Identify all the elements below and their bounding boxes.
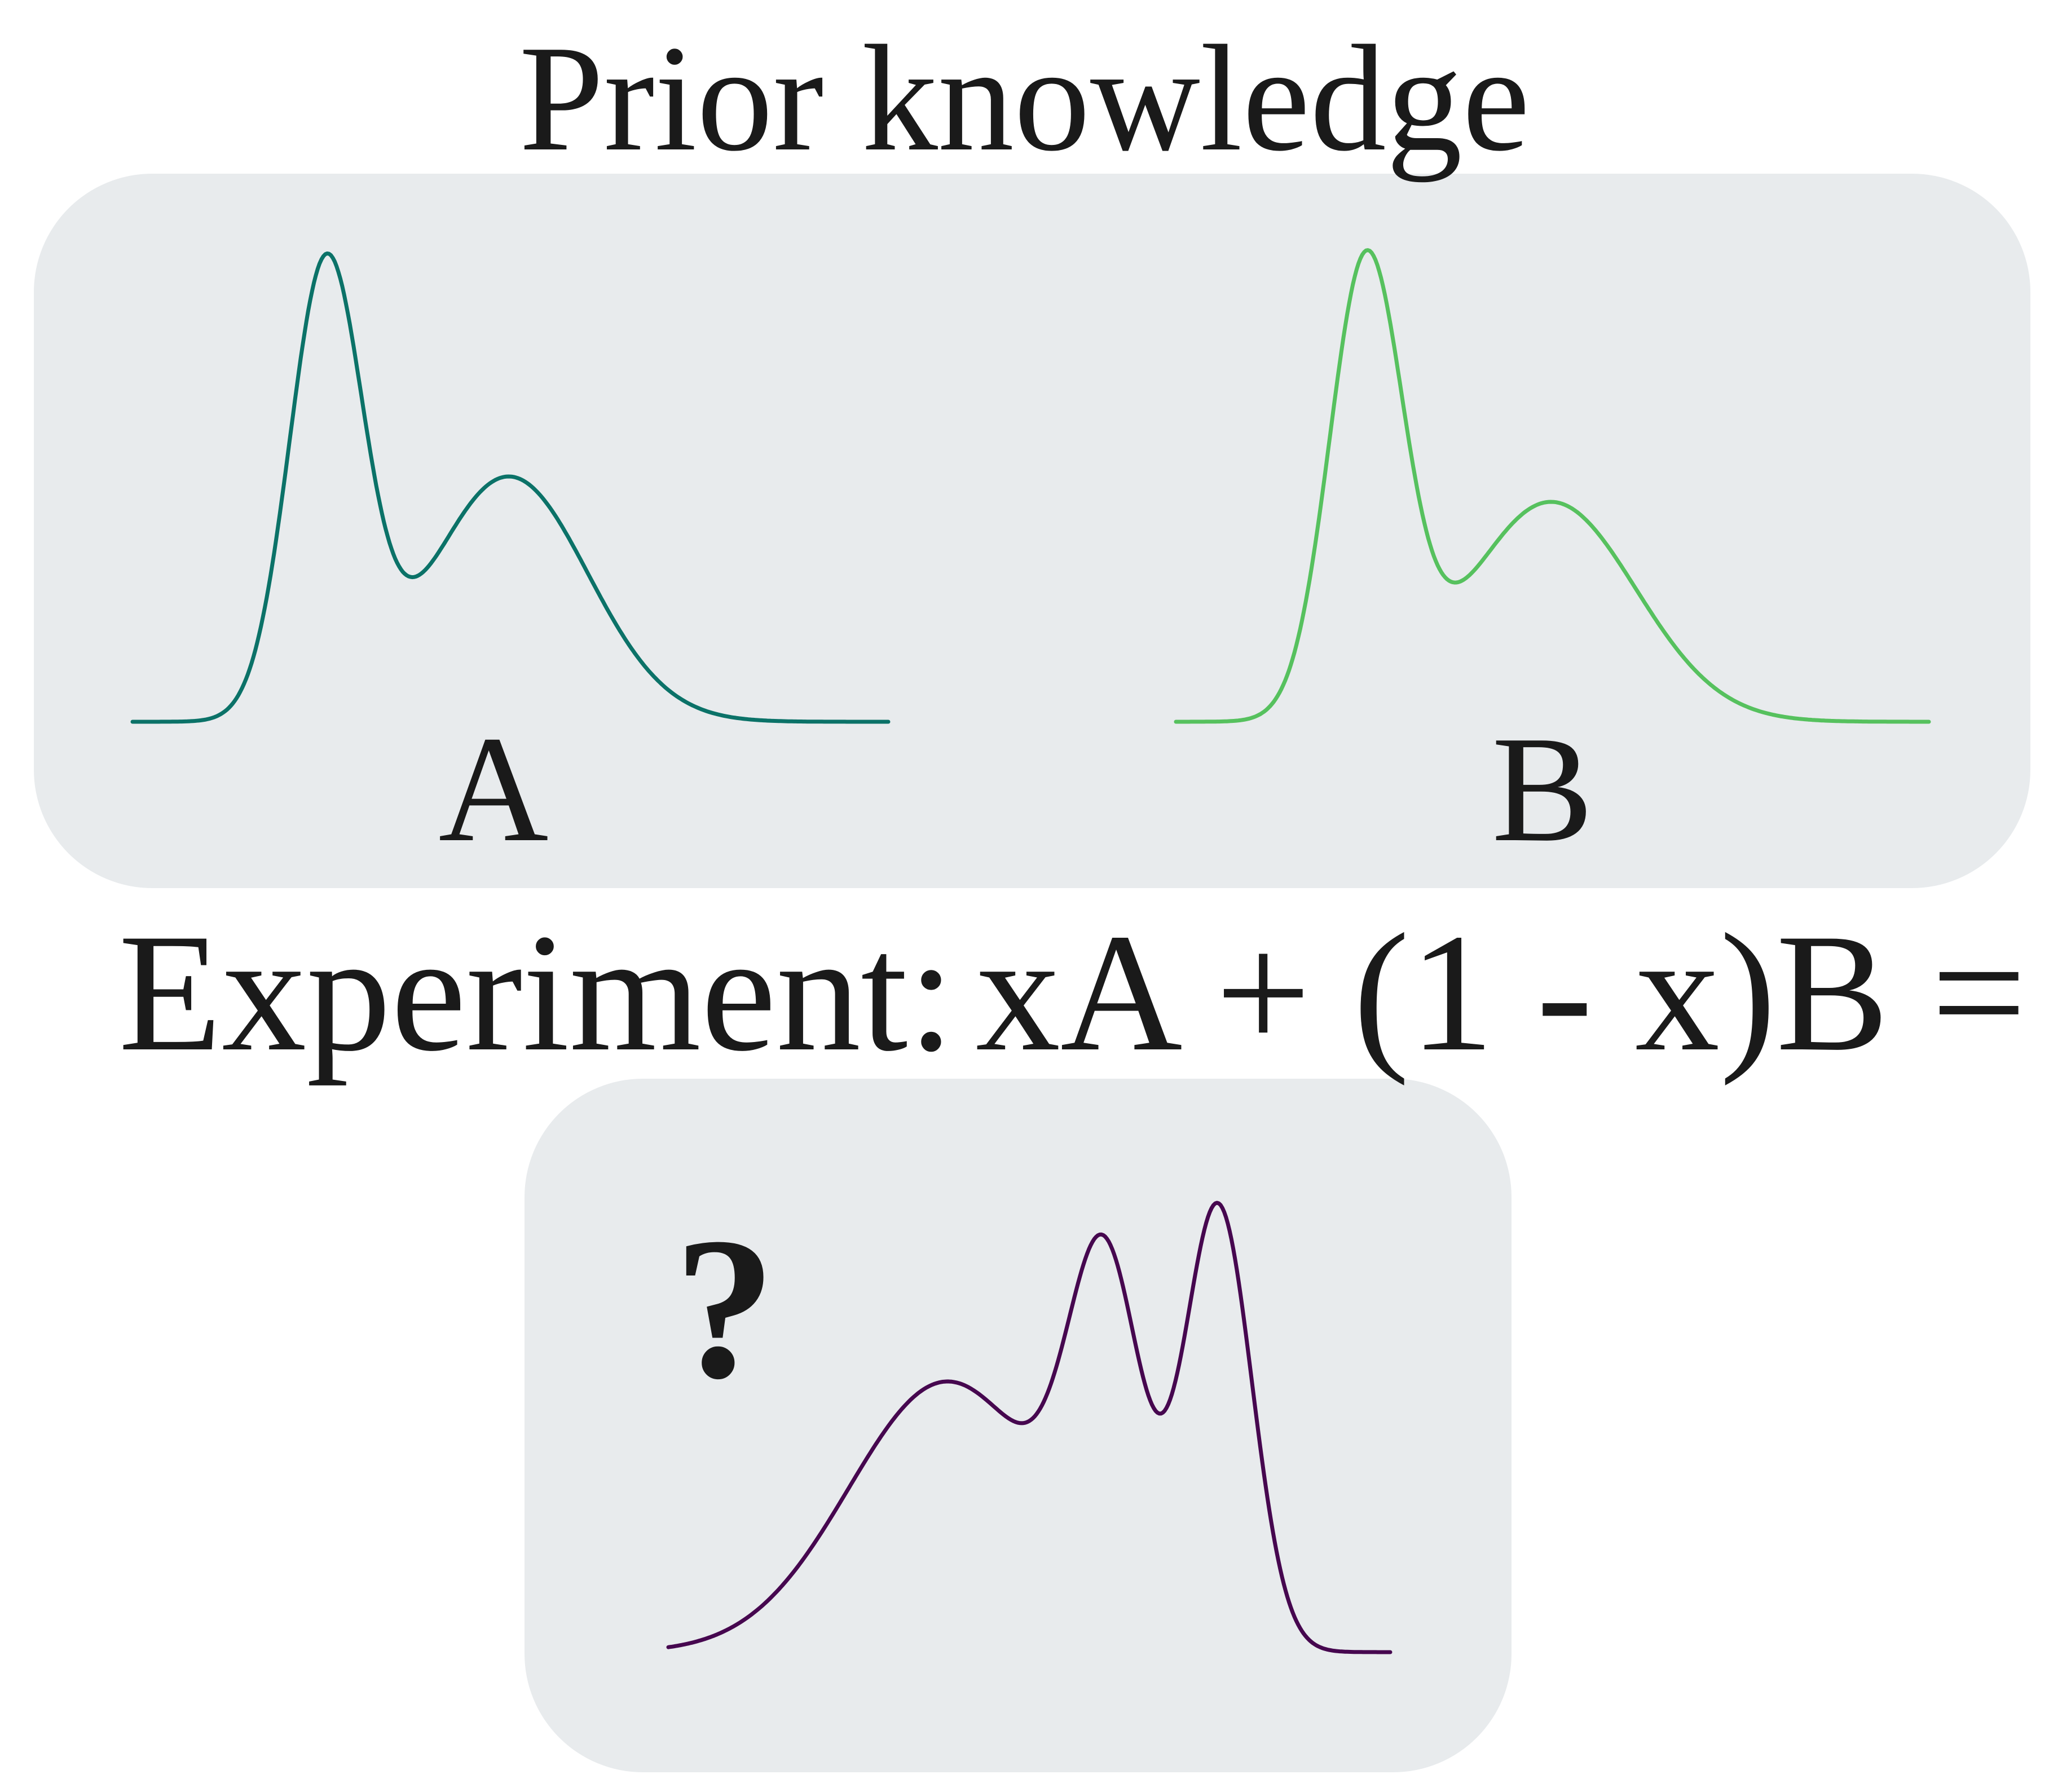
result-panel (525, 1079, 1512, 1772)
spectrum-a-curve (130, 251, 891, 724)
title: Prior knowledge (519, 14, 1530, 183)
unknown-question-mark: ? (674, 1195, 775, 1420)
prior-knowledge-panel (34, 174, 2030, 888)
spectrum-a-label: A (438, 705, 549, 873)
mixture-equation: xA + (1 - x)B = (976, 899, 2027, 1086)
experiment-label: Experiment: (118, 899, 955, 1086)
spectrum-b-label: B (1491, 705, 1594, 873)
spectrum-b-curve (1174, 248, 1931, 724)
mixture-spectrum-curve (666, 1200, 1393, 1654)
